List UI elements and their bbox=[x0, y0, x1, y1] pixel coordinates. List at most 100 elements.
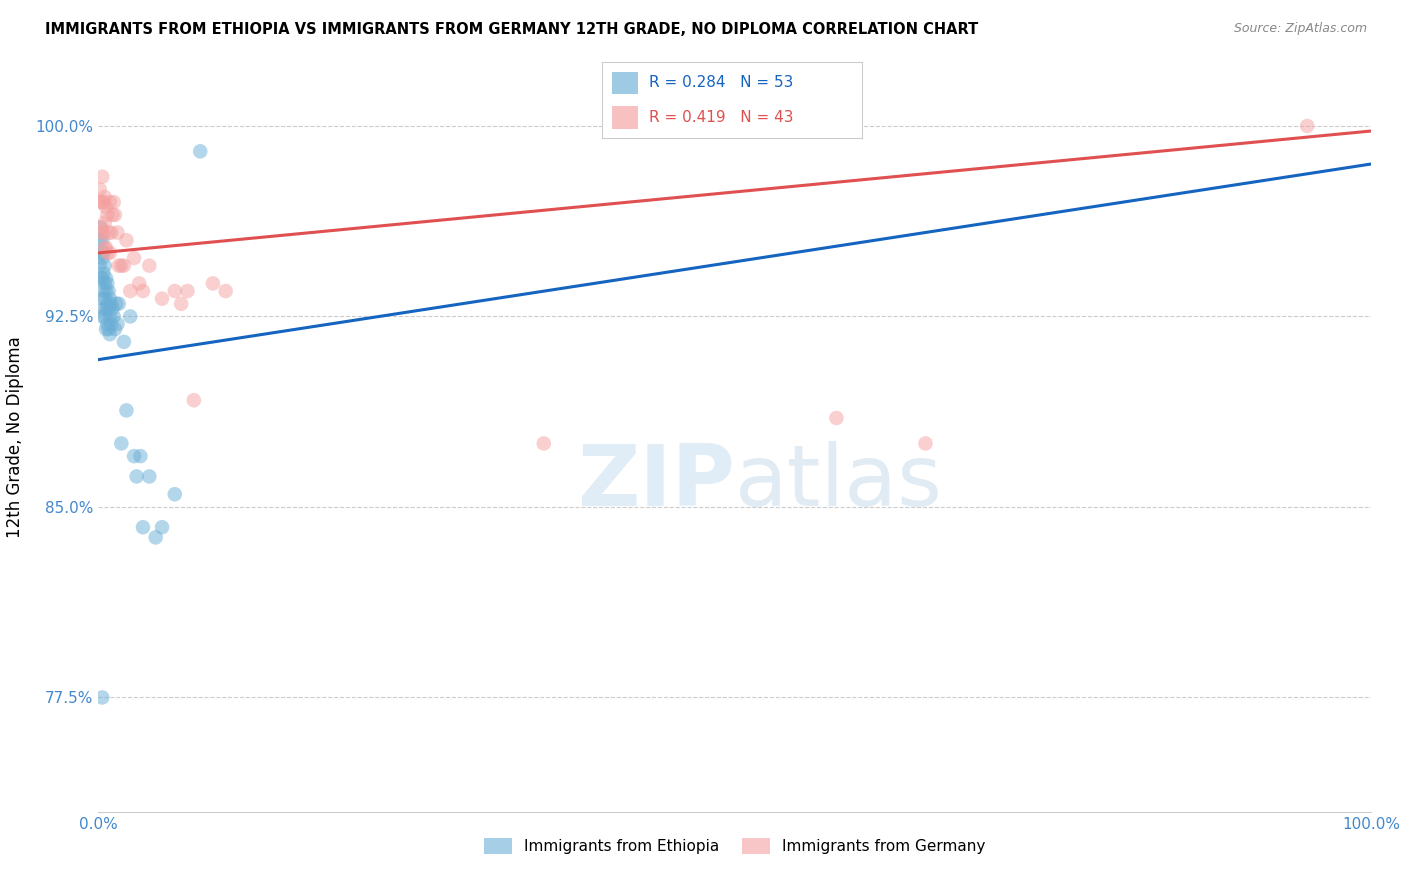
Point bbox=[122, 251, 145, 265]
Point bbox=[93, 266, 115, 280]
Point bbox=[120, 284, 142, 298]
Point bbox=[91, 233, 114, 247]
Point bbox=[98, 327, 121, 342]
Point bbox=[100, 226, 122, 240]
Point bbox=[150, 520, 173, 534]
Point bbox=[125, 469, 148, 483]
Point bbox=[112, 259, 135, 273]
Point bbox=[107, 317, 129, 331]
Point bbox=[132, 520, 155, 534]
Point bbox=[107, 226, 129, 240]
Point bbox=[94, 292, 117, 306]
Point bbox=[94, 301, 117, 316]
Legend: Immigrants from Ethiopia, Immigrants from Germany: Immigrants from Ethiopia, Immigrants fro… bbox=[478, 832, 991, 860]
Point bbox=[100, 297, 122, 311]
Point bbox=[90, 220, 112, 235]
Point bbox=[89, 182, 111, 196]
Point bbox=[96, 317, 118, 331]
Point bbox=[138, 259, 160, 273]
Point bbox=[93, 195, 115, 210]
Point bbox=[533, 436, 555, 450]
Point bbox=[90, 195, 112, 210]
Text: IMMIGRANTS FROM ETHIOPIA VS IMMIGRANTS FROM GERMANY 12TH GRADE, NO DIPLOMA CORRE: IMMIGRANTS FROM ETHIOPIA VS IMMIGRANTS F… bbox=[45, 22, 979, 37]
Point bbox=[94, 200, 117, 214]
Point bbox=[128, 277, 150, 291]
Point bbox=[120, 310, 142, 324]
Point bbox=[89, 233, 111, 247]
Bar bbox=[612, 71, 638, 95]
Point bbox=[97, 226, 120, 240]
Point bbox=[163, 487, 186, 501]
Point bbox=[94, 259, 117, 273]
Point bbox=[1296, 119, 1319, 133]
Point bbox=[138, 469, 160, 483]
Point bbox=[94, 310, 117, 324]
Point bbox=[90, 271, 112, 285]
Point bbox=[100, 317, 122, 331]
Point bbox=[115, 403, 138, 417]
Point bbox=[96, 246, 118, 260]
Point bbox=[132, 284, 155, 298]
Point bbox=[107, 259, 129, 273]
Point bbox=[163, 284, 186, 298]
Text: Source: ZipAtlas.com: Source: ZipAtlas.com bbox=[1233, 22, 1367, 36]
Point bbox=[97, 301, 120, 316]
Point bbox=[91, 690, 114, 705]
Point bbox=[93, 284, 115, 298]
Point bbox=[110, 436, 132, 450]
Point bbox=[105, 297, 128, 311]
Point bbox=[97, 284, 120, 298]
Point bbox=[98, 246, 121, 260]
Point bbox=[94, 271, 117, 285]
Point bbox=[91, 310, 114, 324]
Point bbox=[98, 310, 121, 324]
Point bbox=[214, 284, 236, 298]
Point bbox=[176, 284, 198, 298]
Point bbox=[93, 301, 115, 316]
Point bbox=[145, 530, 167, 544]
Point bbox=[91, 195, 114, 210]
Point bbox=[91, 271, 114, 285]
Point bbox=[201, 277, 224, 291]
Point bbox=[93, 246, 115, 260]
Y-axis label: 12th Grade, No Diploma: 12th Grade, No Diploma bbox=[7, 336, 24, 538]
Point bbox=[98, 292, 121, 306]
Point bbox=[94, 284, 117, 298]
Point bbox=[103, 310, 125, 324]
Point bbox=[825, 411, 848, 425]
Bar bbox=[612, 106, 638, 129]
Point bbox=[115, 233, 138, 247]
Point bbox=[97, 322, 120, 336]
Text: R = 0.284   N = 53: R = 0.284 N = 53 bbox=[648, 76, 793, 90]
Point bbox=[94, 241, 117, 255]
Point bbox=[89, 259, 111, 273]
Point bbox=[110, 259, 132, 273]
Point bbox=[94, 215, 117, 229]
Point bbox=[150, 292, 173, 306]
Point bbox=[94, 241, 117, 255]
Point bbox=[101, 208, 124, 222]
Point bbox=[170, 297, 193, 311]
Point bbox=[91, 251, 114, 265]
Point bbox=[112, 334, 135, 349]
Point bbox=[104, 322, 127, 336]
Point bbox=[94, 190, 117, 204]
Point bbox=[122, 449, 145, 463]
Point bbox=[129, 449, 152, 463]
Text: atlas: atlas bbox=[734, 441, 942, 524]
Point bbox=[96, 297, 118, 311]
Point bbox=[91, 292, 114, 306]
Point bbox=[188, 145, 211, 159]
Point bbox=[101, 301, 124, 316]
Point bbox=[96, 277, 118, 291]
Point bbox=[98, 195, 121, 210]
Point bbox=[91, 226, 114, 240]
Point bbox=[94, 277, 117, 291]
Point bbox=[94, 322, 117, 336]
Point bbox=[90, 220, 112, 235]
Point bbox=[90, 246, 112, 260]
Point bbox=[107, 297, 129, 311]
Point bbox=[96, 208, 118, 222]
Point bbox=[183, 393, 205, 408]
Text: ZIP: ZIP bbox=[576, 441, 734, 524]
